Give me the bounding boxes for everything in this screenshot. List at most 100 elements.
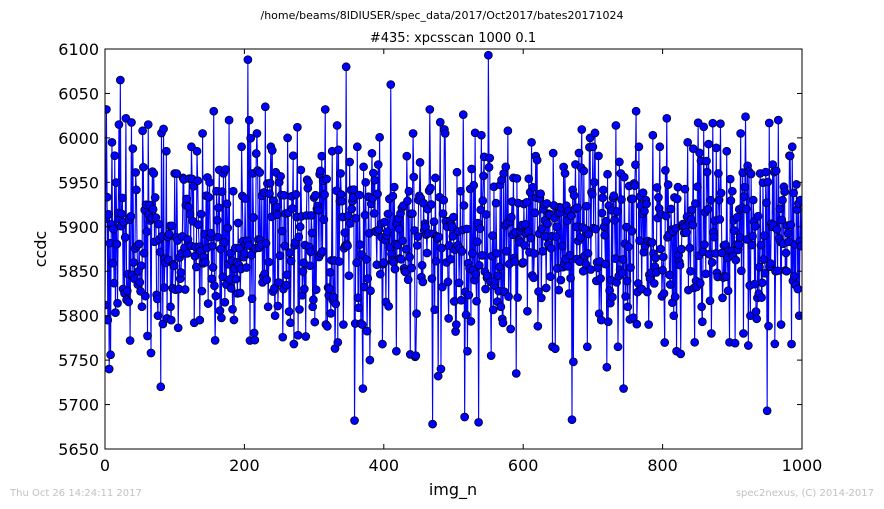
data-point [126,211,136,221]
data-point [274,278,283,287]
x-tick-label: 0 [100,456,110,475]
data-point [283,133,292,143]
data-point [201,257,210,267]
data-point [360,210,370,220]
data-point [533,321,543,331]
data-point [279,190,289,200]
data-point [457,247,467,256]
data-point [575,233,585,243]
data-point [216,244,226,254]
data-point [125,336,135,345]
data-point [796,241,802,251]
data-point [362,326,372,336]
data-point [766,259,775,268]
data-point [587,189,597,199]
data-point [528,182,538,192]
data-point [796,195,802,205]
data-point [715,215,725,224]
data-point [476,205,486,215]
data-point [732,212,742,222]
data-point [114,120,124,129]
data-point [739,329,748,338]
data-point [697,317,707,327]
data-point [403,196,412,206]
data-point [700,240,709,249]
data-point [485,153,495,163]
data-point [427,274,437,283]
data-point [669,311,679,321]
data-point [439,195,449,205]
data-point [536,189,545,199]
footer-credit: spec2nexus, (C) 2014-2017 [735,488,874,499]
data-point [223,223,233,233]
data-point [412,309,421,318]
data-point [541,283,551,293]
data-point [129,258,138,267]
data-point [413,232,423,241]
data-point [448,231,458,241]
data-point [113,298,122,308]
data-point [415,158,425,167]
data-point [760,268,770,278]
data-point [716,119,725,129]
data-point [597,208,607,218]
data-point [770,339,780,349]
data-point [443,277,453,287]
data-point [631,106,641,116]
data-point [242,263,251,272]
data-point [681,228,691,237]
data-point [111,178,121,187]
data-point [449,212,458,222]
data-point [217,313,226,323]
data-point [401,267,410,277]
data-point [105,192,112,202]
data-point [683,137,693,147]
data-point [686,266,695,276]
data-point [761,167,771,177]
data-point [660,338,670,347]
data-point [610,254,620,263]
data-point [347,204,357,214]
data-point [333,337,343,347]
data-point [707,258,717,267]
data-point [220,297,230,307]
y-tick-label: 5650 [58,440,99,459]
data-point [426,183,435,193]
data-point [472,237,482,247]
data-point [619,172,629,182]
data-point [782,266,792,276]
data-point [577,125,587,134]
y-tick-label: 6100 [58,40,99,59]
data-point [403,275,413,285]
data-point [270,311,280,321]
data-point [284,307,294,316]
data-point [196,209,206,219]
data-point [222,199,232,209]
data-point [658,252,668,262]
data-point [345,157,354,167]
data-point [469,180,479,190]
data-point [464,290,474,300]
data-point [518,257,528,267]
data-point [481,210,491,219]
data-point [291,189,301,199]
data-point [264,257,274,267]
data-point [288,204,297,213]
data-point [764,321,773,331]
data-point [741,204,751,214]
data-point [214,203,223,213]
data-point [182,194,191,204]
data-point [332,121,342,130]
data-point [529,273,539,283]
data-point [762,406,772,416]
data-point [704,139,713,149]
data-point [161,146,171,156]
data-point [136,261,146,271]
data-point [752,314,762,324]
data-point [282,270,292,280]
data-point [759,255,769,264]
data-point [486,351,496,361]
data-point [714,169,723,178]
data-point [642,287,652,297]
data-point [526,233,536,243]
